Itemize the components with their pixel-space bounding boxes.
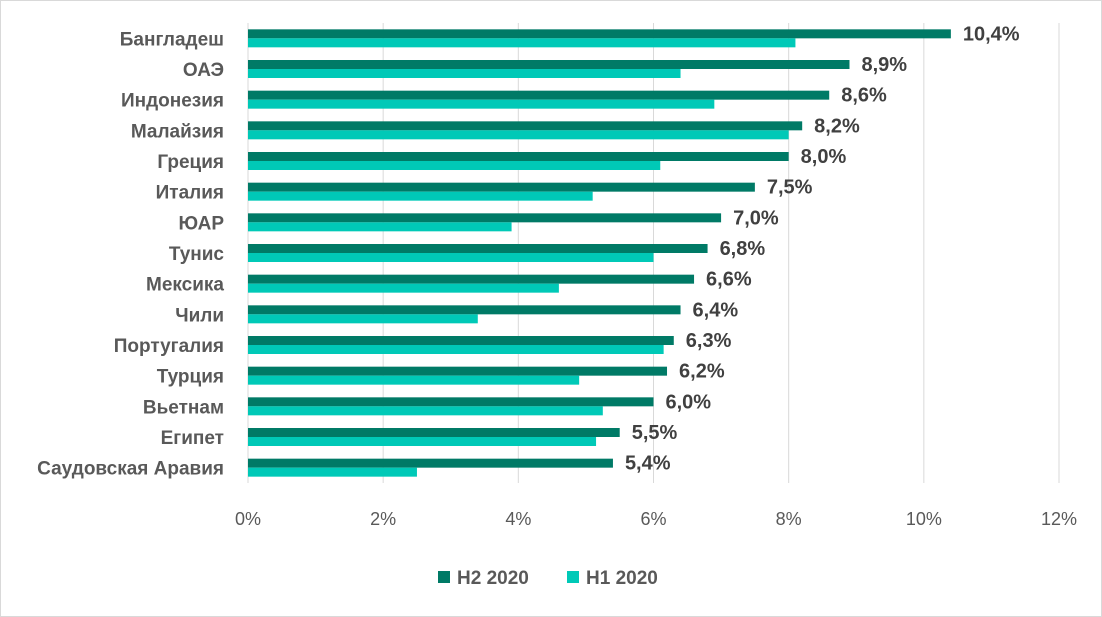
bar-h1-2020 — [248, 375, 580, 385]
data-label: 8,6% — [841, 85, 887, 107]
bar-h1-2020 — [248, 38, 796, 48]
bar-h2-2020 — [248, 121, 803, 131]
x-tick-label: 12% — [1041, 509, 1077, 529]
data-label: 6,8% — [720, 238, 766, 260]
bar-h1-2020 — [248, 467, 417, 477]
data-label: 6,0% — [666, 391, 712, 413]
category-label: Вьетнам — [143, 397, 224, 418]
bar-h1-2020 — [248, 437, 597, 446]
data-label: 8,9% — [861, 54, 907, 76]
data-label: 6,4% — [693, 299, 739, 321]
legend-swatch — [438, 571, 450, 583]
bar-h2-2020 — [248, 336, 674, 345]
bar-h1-2020 — [248, 130, 789, 140]
category-label: Саудовская Аравия — [37, 459, 224, 480]
legend-label: H2 2020 — [457, 568, 529, 589]
bar-h1-2020 — [248, 69, 681, 78]
x-tick-label: 6% — [640, 509, 666, 529]
category-label: Португалия — [114, 336, 224, 357]
category-label: Индонезия — [121, 91, 224, 112]
legend-label: H1 2020 — [586, 568, 658, 589]
data-label: 8,2% — [814, 115, 860, 137]
category-label: Бангладеш — [120, 29, 224, 50]
bar-h1-2020 — [248, 253, 654, 262]
category-label: Мексика — [146, 275, 224, 296]
bar-h1-2020 — [248, 161, 661, 170]
category-label: Чили — [175, 305, 224, 326]
data-label: 10,4% — [963, 23, 1020, 45]
bar-h1-2020 — [248, 191, 593, 201]
bar-h1-2020 — [248, 314, 478, 324]
labels: 0% 2% 4% 6% 8% 10% 12% Бангладеш 10,4% ОАЭ 8,9% Инд… — [37, 23, 1077, 529]
category-label: Греция — [157, 152, 224, 173]
bar-h1-2020 — [248, 345, 664, 354]
category-label: Малайзия — [131, 121, 224, 142]
x-tick-label: 10% — [906, 509, 942, 529]
bar-h2-2020 — [248, 60, 850, 69]
data-label: 5,5% — [632, 422, 678, 444]
bar-h2-2020 — [248, 458, 613, 468]
category-label: Египет — [161, 428, 224, 449]
data-label: 6,6% — [706, 269, 752, 291]
bar-h1-2020 — [248, 99, 715, 109]
data-label: 7,0% — [733, 207, 779, 229]
bar-h2-2020 — [248, 397, 654, 407]
data-label: 8,0% — [801, 146, 847, 168]
data-label: 6,2% — [679, 361, 725, 383]
category-label: Италия — [156, 183, 224, 204]
bar-h2-2020 — [248, 244, 708, 253]
bar-h2-2020 — [248, 274, 695, 284]
bars — [248, 29, 951, 477]
bar-h2-2020 — [248, 428, 620, 437]
legend: H2 2020 H1 2020 — [438, 568, 658, 589]
x-tick-label: 4% — [505, 509, 531, 529]
data-label: 7,5% — [767, 177, 813, 199]
bar-h2-2020 — [248, 366, 668, 376]
x-tick-label: 8% — [776, 509, 802, 529]
bar-h2-2020 — [248, 29, 951, 39]
bar-h2-2020 — [248, 213, 722, 223]
bar-h2-2020 — [248, 182, 755, 192]
legend-swatch — [567, 571, 579, 583]
bar-h1-2020 — [248, 283, 559, 293]
bar-h2-2020 — [248, 152, 789, 161]
category-label: Турция — [157, 367, 224, 388]
bar-h1-2020 — [248, 222, 512, 232]
data-label: 5,4% — [625, 453, 671, 475]
x-tick-label: 0% — [235, 509, 261, 529]
bar-h1-2020 — [248, 406, 603, 416]
bar-h2-2020 — [248, 305, 681, 315]
data-label: 6,3% — [686, 330, 732, 352]
x-tick-label: 2% — [370, 509, 396, 529]
category-label: ОАЭ — [183, 60, 224, 81]
bar-h2-2020 — [248, 90, 830, 100]
category-label: Тунис — [169, 244, 225, 265]
category-label: ЮАР — [178, 213, 224, 234]
